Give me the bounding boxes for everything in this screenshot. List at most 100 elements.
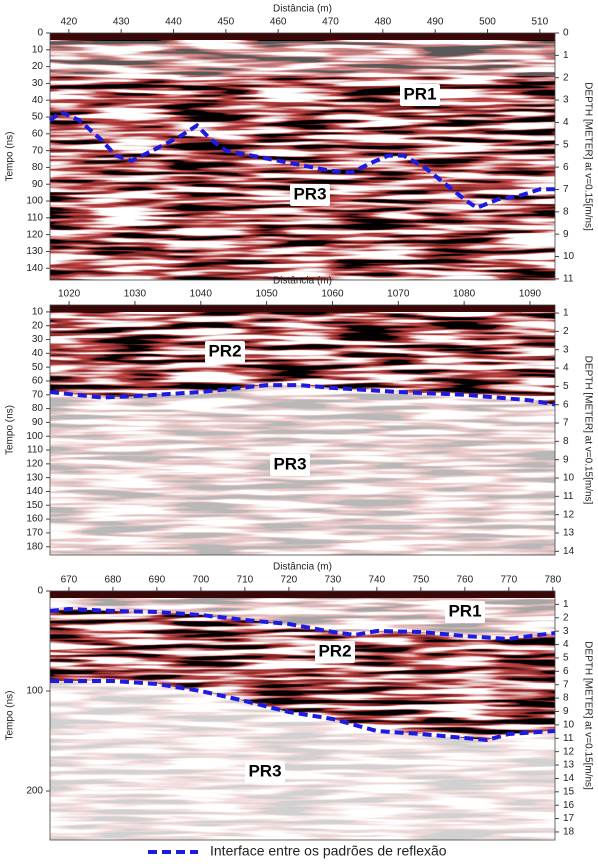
y2-tick-label: 9 — [563, 229, 569, 240]
y2-tick-label: 14 — [563, 546, 575, 557]
annotation-box — [270, 454, 310, 476]
light-zone — [50, 681, 555, 840]
y-tick-label: 160 — [26, 514, 43, 525]
y-tick-label: 80 — [32, 162, 44, 173]
x-tick-label: 450 — [217, 17, 234, 28]
y2-tick-label: 8 — [563, 206, 569, 217]
annotation-box — [315, 641, 355, 663]
y-tick-label: 140 — [26, 486, 43, 497]
x-tick-label: 510 — [531, 17, 548, 28]
region-label: PR1 — [403, 84, 436, 103]
y-tick-label: 180 — [26, 541, 43, 552]
x-tick-label: 740 — [368, 575, 385, 586]
y2-axis-title: DEPTH [METER] at v=0.15[m/ns] — [582, 641, 593, 790]
y2-tick-label: 4 — [563, 639, 569, 650]
y2-tick-label: 5 — [563, 381, 569, 392]
y-tick-label: 70 — [32, 389, 44, 400]
x-tick-label: 490 — [427, 17, 444, 28]
x-tick-label: 700 — [193, 575, 210, 586]
y-tick-label: 50 — [32, 112, 44, 123]
interface-line — [50, 679, 556, 743]
y-tick-label: 50 — [32, 362, 44, 373]
y-tick-label: 30 — [32, 334, 44, 345]
y-tick-label: 10 — [32, 44, 44, 55]
y-axis-title: Tempo (ns) — [5, 405, 16, 455]
y2-axis-title: DEPTH [METER] at v=0.15[m/ns] — [582, 82, 593, 231]
y-tick-label: 100 — [26, 431, 43, 442]
x-tick-label: 440 — [165, 17, 182, 28]
x-tick-label: 1070 — [387, 289, 410, 300]
x-tick-label: 1060 — [321, 289, 344, 300]
y2-tick-label: 6 — [563, 399, 569, 410]
y-tick-label: 90 — [32, 417, 44, 428]
y2-axis-title: DEPTH [METER] at v=0.15[m/ns] — [582, 356, 593, 505]
annotation-box — [445, 601, 485, 623]
y2-tick-label: 9 — [563, 454, 569, 465]
x-tick-label: 1030 — [124, 289, 147, 300]
y-tick-label: 0 — [37, 586, 43, 597]
y2-tick-label: 2 — [563, 612, 569, 623]
y2-tick-label: 13 — [563, 760, 575, 771]
y-axis-title: Tempo (ns) — [5, 690, 16, 740]
y-tick-label: 30 — [32, 78, 44, 89]
x-tick-label: 420 — [60, 17, 77, 28]
y2-tick-label: 11 — [563, 274, 574, 285]
y2-tick-label: 7 — [563, 184, 569, 195]
y-tick-label: 70 — [32, 145, 44, 156]
x-axis-title: Distância (m) — [273, 276, 332, 287]
annotation-box — [205, 341, 245, 363]
annotation-box — [245, 761, 285, 783]
y2-tick-label: 5 — [563, 653, 569, 664]
annotation-box — [400, 84, 440, 106]
y-tick-label: 10 — [32, 307, 44, 318]
x-tick-label: 430 — [113, 17, 130, 28]
y2-tick-label: 18 — [563, 827, 575, 838]
y2-tick-label: 12 — [563, 509, 575, 520]
x-axis-title: Distância (m) — [273, 4, 332, 15]
y-tick-label: 120 — [26, 458, 43, 469]
y-tick-label: 110 — [27, 212, 43, 223]
x-tick-label: 750 — [412, 575, 429, 586]
region-label: PR3 — [273, 454, 306, 473]
y2-tick-label: 15 — [563, 786, 575, 797]
y2-tick-label: 3 — [563, 344, 569, 355]
interface-line — [49, 383, 556, 407]
region-label: PR1 — [448, 601, 481, 620]
y-tick-label: 60 — [32, 128, 44, 139]
y2-tick-label: 5 — [563, 139, 569, 150]
y2-tick-label: 8 — [563, 693, 569, 704]
y-tick-label: 120 — [26, 229, 43, 240]
legend-label: Interface entre os padrões de reflexão — [210, 843, 447, 859]
y-tick-label: 140 — [26, 263, 43, 274]
y-tick-label: 170 — [26, 528, 43, 539]
y2-tick-label: 14 — [563, 773, 575, 784]
region-label: PR2 — [318, 641, 351, 660]
region-label: PR3 — [293, 184, 326, 203]
y2-tick-label: 4 — [563, 363, 569, 374]
y-tick-label: 100 — [26, 196, 43, 207]
y2-tick-label: 10 — [563, 720, 575, 731]
y2-tick-label: 3 — [563, 95, 569, 106]
x-tick-label: 720 — [281, 575, 298, 586]
x-tick-label: 670 — [61, 575, 78, 586]
y-tick-label: 90 — [32, 179, 44, 190]
x-tick-label: 480 — [374, 17, 391, 28]
y2-tick-label: 0 — [563, 28, 569, 39]
plot-frame — [49, 590, 556, 841]
y2-tick-label: 10 — [563, 251, 575, 262]
light-zone — [50, 41, 555, 76]
y2-tick-label: 10 — [563, 473, 575, 484]
x-tick-label: 760 — [456, 575, 473, 586]
x-tick-label: 690 — [149, 575, 166, 586]
light-zone — [50, 591, 555, 639]
x-tick-label: 1020 — [58, 289, 81, 300]
y2-tick-label: 7 — [563, 418, 569, 429]
x-tick-label: 470 — [322, 17, 339, 28]
x-tick-label: 1050 — [255, 289, 278, 300]
interface-line — [48, 109, 555, 210]
interface-line — [49, 606, 556, 642]
y-tick-label: 40 — [32, 348, 44, 359]
y-tick-label: 130 — [26, 472, 43, 483]
x-tick-label: 1040 — [190, 289, 213, 300]
y2-tick-label: 3 — [563, 626, 569, 637]
